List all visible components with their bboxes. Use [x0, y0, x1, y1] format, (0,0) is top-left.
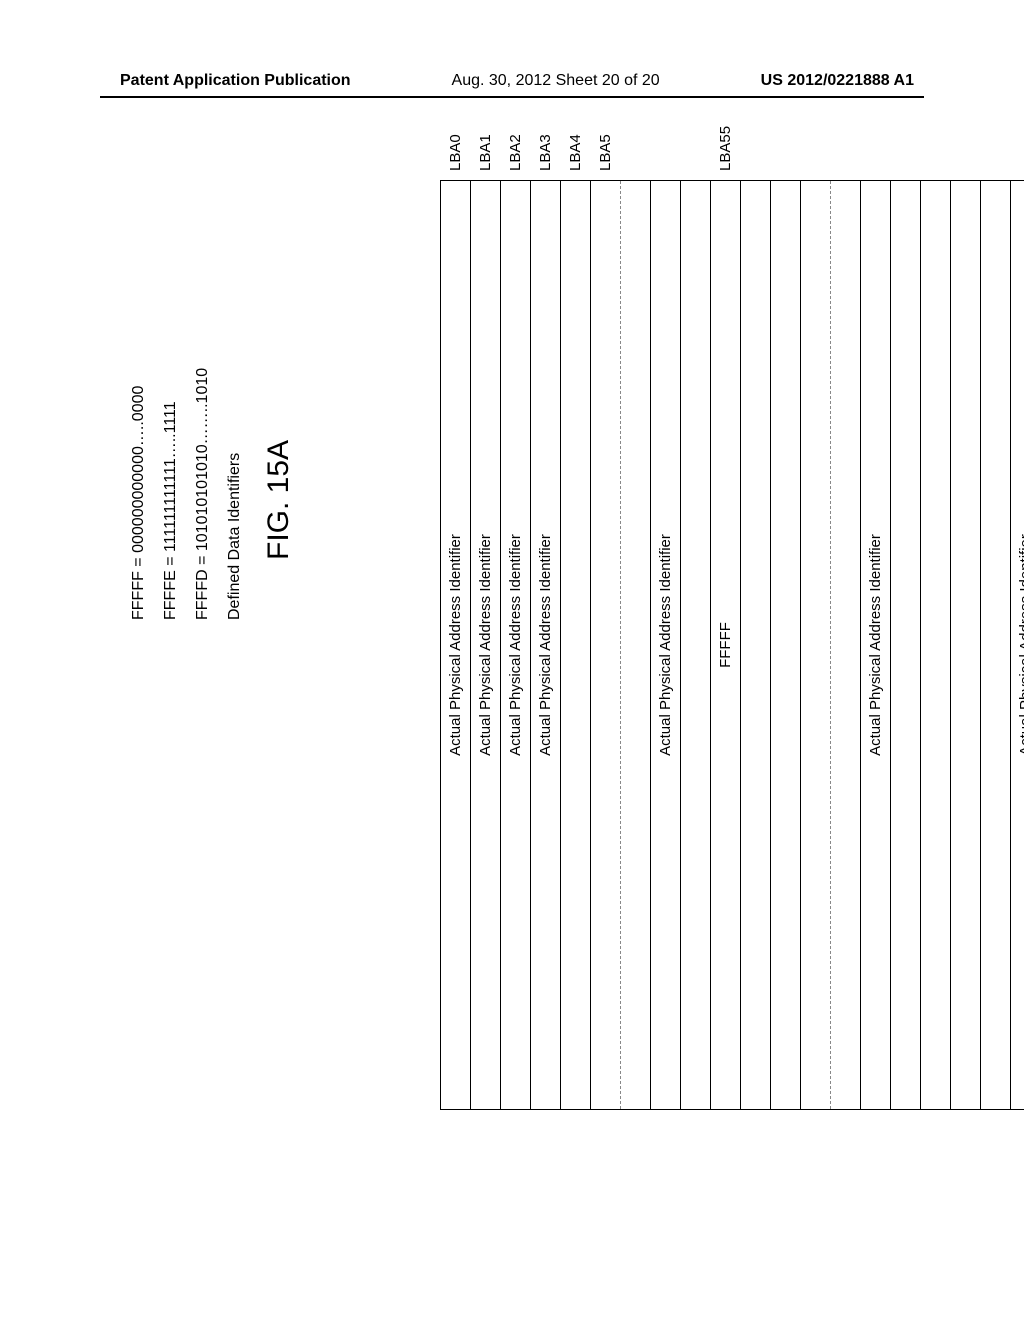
table-row: [951, 181, 981, 1109]
fig15a-line: FFFFF = 000000000000…..0000: [130, 200, 148, 620]
table-row: [681, 181, 711, 1109]
fig-15a-block: FFFFF = 000000000000…..0000 FFFFE = 1111…: [130, 200, 296, 620]
page-header: Patent Application Publication Aug. 30, …: [0, 72, 1024, 90]
header-divider: [100, 96, 924, 98]
table-row: Actual Physical Address IdentifierLBA0: [441, 181, 471, 1109]
fig-15b-block: Actual Physical Address IdentifierLBA0Ac…: [440, 180, 1024, 1110]
row-label: LBA2: [507, 134, 524, 171]
table-row: [621, 181, 651, 1109]
table-row: LBA5: [591, 181, 621, 1109]
fig15a-line: Defined Data Identifiers: [226, 200, 244, 620]
table-row: [921, 181, 951, 1109]
row-label: LBA55: [717, 126, 734, 171]
header-right: US 2012/0221888 A1: [761, 72, 914, 90]
row-label: LBA3: [537, 134, 554, 171]
fig15a-line: FFFFD = 101010101010……..1010: [194, 200, 212, 620]
table-row: [801, 181, 831, 1109]
table-row: [981, 181, 1011, 1109]
header-left: Patent Application Publication: [120, 72, 351, 90]
table-row: FFFFFLBA55: [711, 181, 741, 1109]
row-label: LBA5: [597, 134, 614, 171]
table-row: Actual Physical Address IdentifierLBA2: [501, 181, 531, 1109]
table-row: Actual Physical Address IdentifierLBA1: [471, 181, 501, 1109]
fig15a-line: FFFFE = 111111111111…..1111: [162, 200, 180, 620]
table-row: Actual Physical Address Identifier: [651, 181, 681, 1109]
table-row: [741, 181, 771, 1109]
table-row: LBA4: [561, 181, 591, 1109]
address-table: Actual Physical Address IdentifierLBA0Ac…: [440, 180, 1024, 1110]
row-label: LBA4: [567, 134, 584, 171]
table-row: Actual Physical Address Identifier: [1011, 181, 1024, 1109]
fig-15a-caption: FIG. 15A: [262, 200, 296, 560]
table-row: Actual Physical Address IdentifierLBA3: [531, 181, 561, 1109]
header-center: Aug. 30, 2012 Sheet 20 of 20: [452, 72, 660, 90]
row-label: LBA1: [477, 134, 494, 171]
table-row: [831, 181, 861, 1109]
table-row: Actual Physical Address Identifier: [861, 181, 891, 1109]
row-label: LBA0: [447, 134, 464, 171]
table-row: [771, 181, 801, 1109]
table-row: [891, 181, 921, 1109]
